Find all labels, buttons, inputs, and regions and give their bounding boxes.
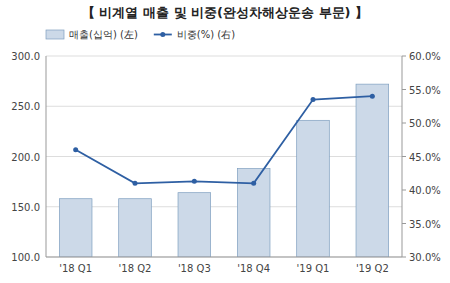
plot-area [59,84,388,257]
line-marker [311,97,316,102]
grid-line [46,257,402,258]
legend-entry: 비중(%) (右) [154,29,235,40]
axes: 100.0 150.0 200.0 250.0 300.0 30.0% 35.0% 40.0%… [11,51,440,263]
bar [237,169,270,257]
grid-line [46,156,402,157]
x-tick-label: '18 Q4 [237,263,270,274]
legend-entry: 매출(십억) (左) [46,29,138,40]
grid-line [46,206,402,207]
legend-marker [160,32,165,37]
y2-axis-line [402,56,403,257]
y-axis-line [46,56,47,257]
y2-tick-label: 40.0% [409,185,441,196]
bar [297,120,330,257]
y2-tick [402,190,406,191]
bar [178,193,211,257]
y2-tick-label: 35.0% [409,219,441,230]
chart-svg: 【 비계열 매출 및 비중(완성차해상운송 부문) 】 100.0 150.0 200… [0,0,450,283]
y2-tick-label: 55.0% [409,85,441,96]
grid-line [46,56,402,57]
y2-tick [402,123,406,124]
y2-tick-label: 30.0% [409,252,441,263]
bar [59,199,92,257]
y2-tick [402,257,406,258]
y-tick-label: 200.0 [11,152,40,163]
chart-title: 【 비계열 매출 및 비중(완성차해상운송 부문) 】 [82,5,368,20]
y2-tick [402,89,406,90]
x-tick-label: '19 Q2 [356,263,389,274]
y-tick-label: 100.0 [11,252,40,263]
line-marker [192,179,197,184]
y2-tick [402,223,406,224]
x-tick-label: '18 Q3 [178,263,211,274]
line-marker [251,181,256,186]
legend-label: 비중(%) (右) [177,29,235,40]
bar [119,199,152,257]
y2-tick-label: 50.0% [409,118,441,129]
legend: 매출(십억) (左) 비중(%) (右) [46,29,235,40]
x-tick-label: '18 Q1 [59,263,92,274]
x-tick-label: '18 Q2 [119,263,152,274]
y2-tick [402,56,406,57]
x-axis-line [46,257,402,258]
y-tick-label: 250.0 [11,101,40,112]
y2-tick-label: 60.0% [409,51,441,62]
grid-line [46,106,402,107]
y-tick-label: 300.0 [11,51,40,62]
legend-swatch [46,30,64,39]
x-tick-label: '19 Q1 [297,263,330,274]
y2-tick-label: 45.0% [409,152,441,163]
y2-tick [402,156,406,157]
line [76,96,373,183]
line-marker [73,147,78,152]
line-marker [133,181,138,186]
y-tick-label: 150.0 [11,202,40,213]
legend-label: 매출(십억) (左) [69,29,138,40]
bar [356,84,389,257]
line-marker [370,94,375,99]
